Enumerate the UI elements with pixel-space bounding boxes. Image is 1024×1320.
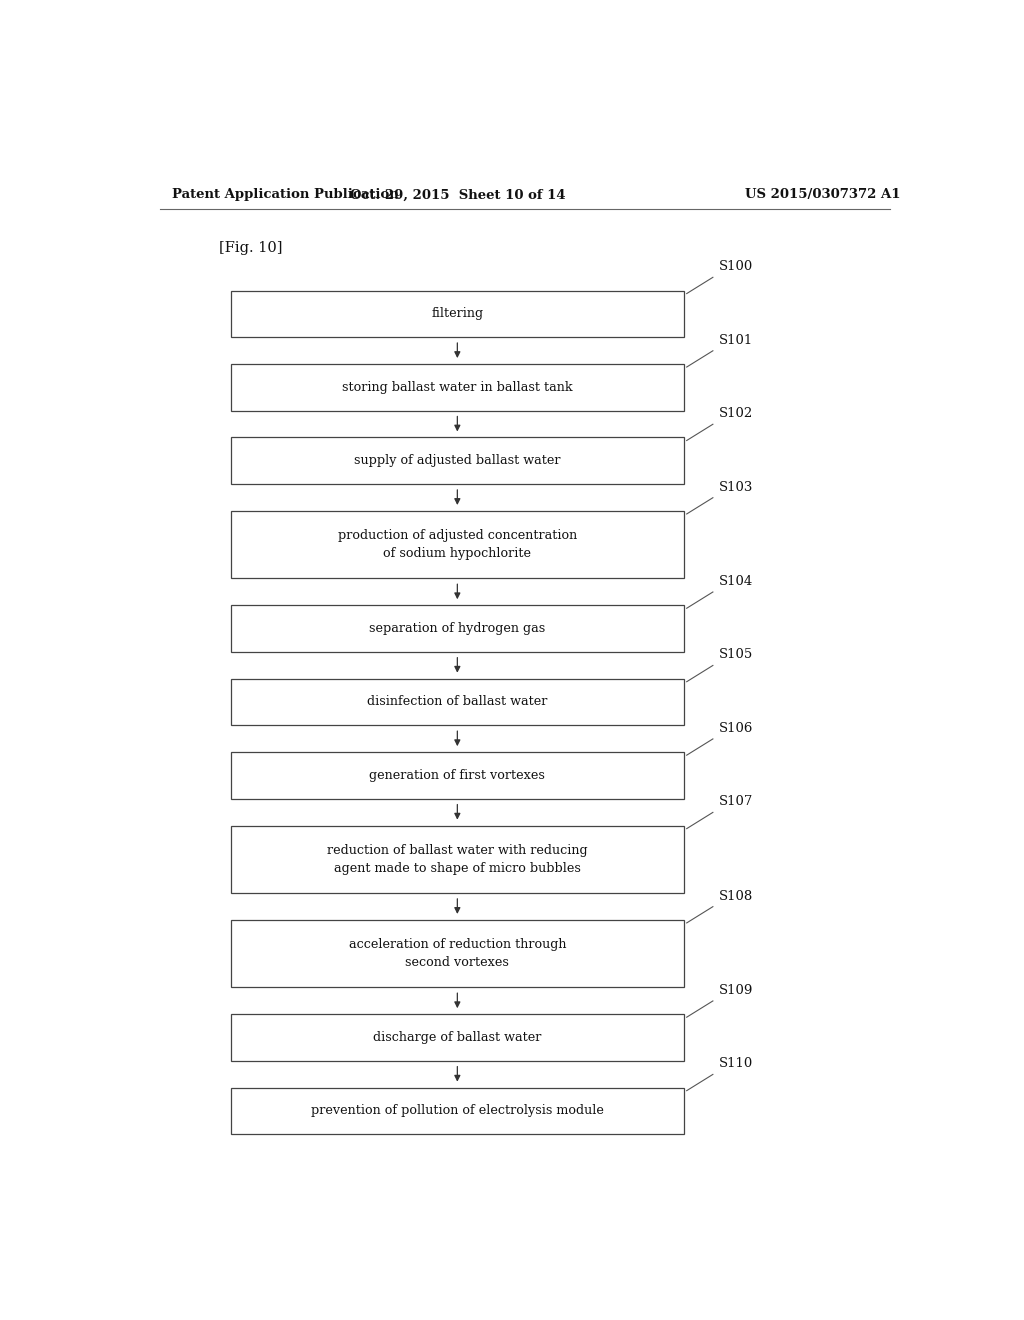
Bar	[231, 605, 684, 652]
Text: S106: S106	[719, 722, 754, 735]
Text: supply of adjusted ballast water: supply of adjusted ballast water	[354, 454, 560, 467]
Text: production of adjusted concentration
of sodium hypochlorite: production of adjusted concentration of …	[338, 529, 577, 560]
Bar	[231, 511, 684, 578]
Text: disinfection of ballast water: disinfection of ballast water	[368, 696, 548, 709]
Text: S101: S101	[719, 334, 754, 347]
Text: prevention of pollution of electrolysis module: prevention of pollution of electrolysis …	[311, 1105, 604, 1118]
Bar	[231, 678, 684, 725]
Text: Patent Application Publication: Patent Application Publication	[172, 189, 398, 202]
Text: S102: S102	[719, 407, 754, 420]
Bar	[231, 290, 684, 337]
Text: storing ballast water in ballast tank: storing ballast water in ballast tank	[342, 380, 572, 393]
Text: separation of hydrogen gas: separation of hydrogen gas	[370, 622, 546, 635]
Text: S105: S105	[719, 648, 754, 661]
Text: S103: S103	[719, 480, 754, 494]
Text: filtering: filtering	[431, 308, 483, 321]
Bar	[231, 437, 684, 484]
Text: reduction of ballast water with reducing
agent made to shape of micro bubbles: reduction of ballast water with reducing…	[327, 843, 588, 875]
Text: S109: S109	[719, 983, 754, 997]
Bar	[231, 752, 684, 799]
Text: acceleration of reduction through
second vortexes: acceleration of reduction through second…	[348, 939, 566, 969]
Bar	[231, 825, 684, 892]
Text: S108: S108	[719, 890, 754, 903]
Text: S110: S110	[719, 1057, 754, 1071]
Text: generation of first vortexes: generation of first vortexes	[370, 768, 546, 781]
Bar	[231, 1088, 684, 1134]
Text: [Fig. 10]: [Fig. 10]	[219, 240, 283, 255]
Text: Oct. 29, 2015  Sheet 10 of 14: Oct. 29, 2015 Sheet 10 of 14	[349, 189, 565, 202]
Bar	[231, 920, 684, 987]
Text: S104: S104	[719, 576, 754, 587]
Text: S107: S107	[719, 796, 754, 808]
Bar	[231, 1014, 684, 1061]
Text: S100: S100	[719, 260, 754, 273]
Text: US 2015/0307372 A1: US 2015/0307372 A1	[744, 189, 900, 202]
Text: discharge of ballast water: discharge of ballast water	[373, 1031, 542, 1044]
Bar	[231, 364, 684, 411]
